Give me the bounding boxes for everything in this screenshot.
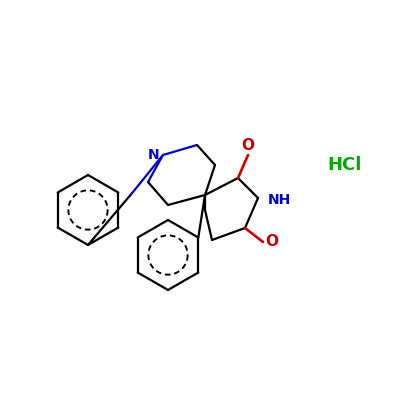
Text: NH: NH (268, 193, 291, 207)
Text: O: O (242, 138, 254, 154)
Text: HCl: HCl (328, 156, 362, 174)
Text: N: N (147, 148, 159, 162)
Text: O: O (266, 234, 278, 250)
